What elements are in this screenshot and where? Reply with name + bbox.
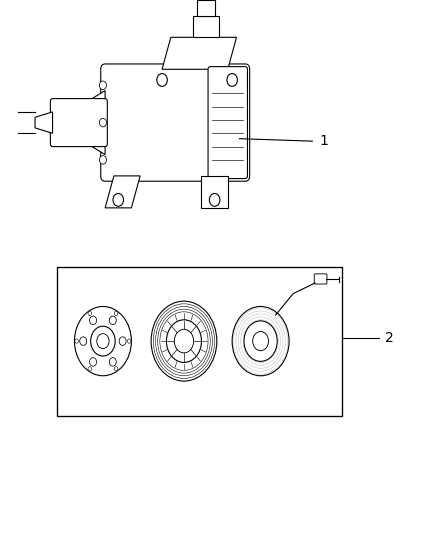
Text: 1: 1	[320, 134, 328, 148]
Circle shape	[151, 301, 217, 381]
Circle shape	[113, 193, 124, 206]
Circle shape	[209, 193, 220, 206]
Circle shape	[157, 74, 167, 86]
Circle shape	[109, 316, 117, 325]
Circle shape	[244, 321, 277, 361]
Circle shape	[80, 337, 87, 345]
FancyBboxPatch shape	[314, 274, 327, 284]
Circle shape	[75, 339, 78, 343]
Circle shape	[89, 358, 96, 366]
Polygon shape	[88, 91, 105, 155]
Circle shape	[97, 334, 109, 349]
Polygon shape	[193, 16, 219, 37]
Polygon shape	[197, 0, 215, 16]
Circle shape	[99, 118, 106, 127]
Circle shape	[89, 316, 96, 325]
Circle shape	[88, 311, 92, 316]
Circle shape	[114, 367, 118, 371]
Circle shape	[114, 311, 118, 316]
Polygon shape	[201, 176, 228, 208]
Circle shape	[109, 358, 116, 366]
Circle shape	[174, 329, 194, 353]
Circle shape	[74, 306, 131, 376]
Polygon shape	[105, 176, 140, 208]
Circle shape	[166, 320, 201, 362]
Polygon shape	[35, 112, 53, 133]
Text: 2: 2	[385, 332, 394, 345]
Circle shape	[99, 156, 106, 164]
Circle shape	[227, 74, 237, 86]
Circle shape	[232, 306, 289, 376]
FancyBboxPatch shape	[101, 64, 250, 181]
Circle shape	[253, 332, 268, 351]
Polygon shape	[162, 37, 237, 69]
Circle shape	[127, 339, 131, 343]
Circle shape	[119, 337, 126, 345]
Circle shape	[99, 81, 106, 90]
Circle shape	[88, 367, 92, 371]
Circle shape	[91, 326, 115, 356]
Bar	[57, 266, 342, 416]
FancyBboxPatch shape	[50, 99, 107, 147]
FancyBboxPatch shape	[208, 67, 247, 179]
